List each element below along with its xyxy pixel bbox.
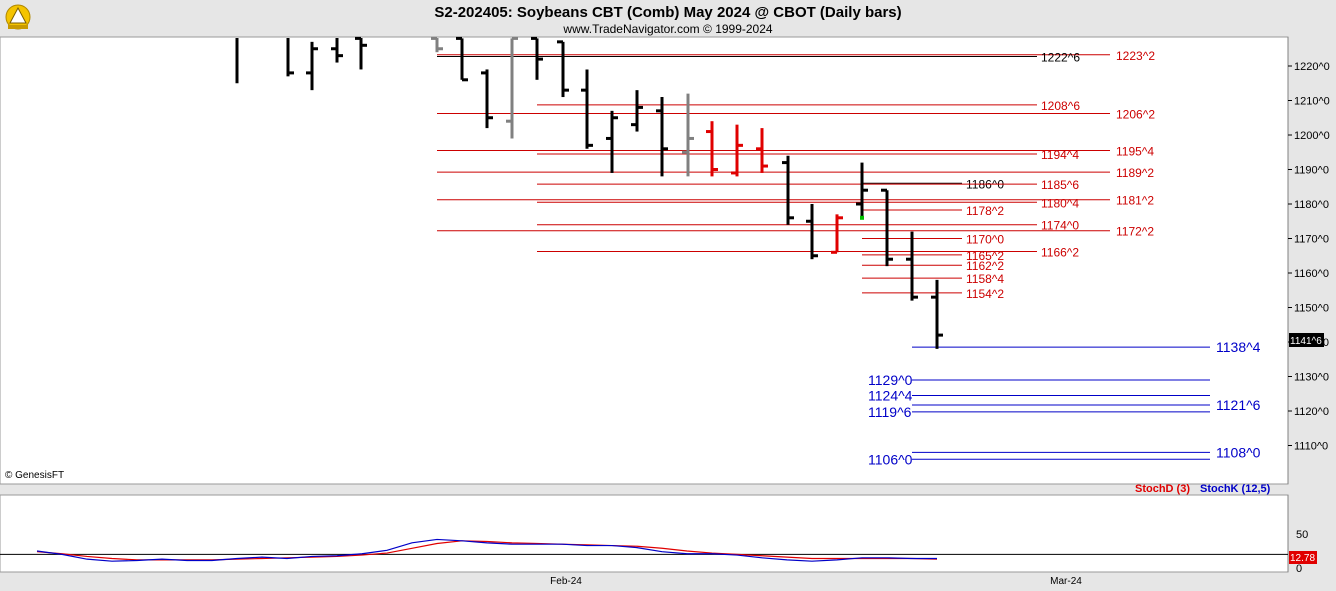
ohlc-bar	[306, 41, 318, 91]
price-tick-label: 1160^0	[1294, 268, 1329, 280]
x-label-mar: Mar-24	[1050, 576, 1082, 587]
price-tick-label: 1180^0	[1294, 199, 1329, 211]
ohlc-bar	[906, 231, 918, 301]
level-label: 1158^4	[966, 272, 1004, 286]
level-label: 1124^4	[868, 387, 913, 403]
ohlc-bar	[506, 36, 518, 139]
ohlc-bar	[756, 128, 768, 173]
ohlc-bar	[557, 40, 569, 98]
level-label: 1223^2	[1116, 49, 1155, 63]
stochastic-lines	[0, 538, 1288, 562]
price-axis-ticks: 1110^01120^01130^01140^01150^01160^01170…	[1288, 61, 1330, 453]
ohlc-bar	[531, 36, 543, 80]
price-tick-label: 1120^0	[1294, 406, 1329, 418]
level-label: 1206^2	[1116, 107, 1155, 121]
stochd-legend: StochD (3)	[1135, 483, 1190, 495]
price-tick-label: 1150^0	[1294, 303, 1329, 315]
stochk-legend: StochK (12,5)	[1200, 483, 1271, 495]
level-label: 1178^2	[966, 204, 1004, 218]
copyright-label: © GenesisFT	[5, 470, 64, 481]
indicator-panel	[0, 494, 1289, 573]
signal-marker	[860, 215, 864, 220]
ohlc-bar	[656, 97, 668, 177]
level-label: 1106^0	[868, 451, 913, 467]
ohlc-bar	[631, 90, 643, 132]
price-tick-label: 1110^0	[1294, 441, 1328, 453]
ohlc-bar	[731, 124, 743, 177]
level-label: 1129^0	[868, 372, 913, 388]
stoch-value-tag: 12.78	[1289, 551, 1317, 564]
level-label: 1154^2	[966, 287, 1004, 301]
level-label: 1174^0	[1041, 219, 1079, 233]
ohlc-bar	[606, 110, 618, 173]
price-tick-label: 1130^0	[1294, 372, 1329, 384]
ohlc-bar	[481, 69, 493, 129]
stoch-series-line	[36, 540, 938, 561]
level-label: 1119^6	[868, 404, 912, 420]
level-label: 1166^2	[1041, 245, 1079, 259]
level-label: 1165^2	[966, 249, 1004, 263]
ohlc-bar	[881, 188, 893, 267]
stoch-tick-label: 50	[1296, 529, 1308, 541]
indicator-axis-ticks: 50 0	[1296, 529, 1308, 575]
price-panel	[0, 36, 1289, 485]
level-label: 1181^2	[1116, 194, 1154, 208]
level-label: 1108^0	[1216, 444, 1261, 460]
level-label: 1162^2	[966, 259, 1004, 273]
ohlc-bar	[331, 38, 343, 63]
ohlc-bar	[431, 36, 443, 53]
price-tick-label: 1200^0	[1294, 130, 1330, 142]
price-tick-label: 1220^0	[1294, 61, 1330, 73]
level-label: 1189^2	[1116, 166, 1154, 180]
last-price-tag: 1141^6	[1289, 333, 1324, 347]
price-tick-label: 1210^0	[1294, 96, 1330, 108]
level-label: 1180^4	[1041, 196, 1079, 210]
price-tick-label: 1190^0	[1294, 165, 1329, 177]
ohlc-bar	[682, 93, 694, 177]
level-label: 1121^6	[1216, 397, 1261, 413]
level-label: 1185^6	[1041, 178, 1079, 192]
last-price-label: 1141^6	[1290, 336, 1322, 347]
stoch-series-line	[36, 538, 937, 562]
ohlc-bar	[831, 214, 843, 254]
trade-navigator-logo-icon	[5, 4, 31, 30]
x-label-feb: Feb-24	[550, 576, 582, 587]
ohlc-bar	[931, 279, 943, 349]
ohlc-bar	[286, 38, 294, 77]
ohlc-bar	[355, 36, 367, 70]
ohlc-bar	[706, 121, 718, 177]
ohlc-bars	[235, 36, 943, 349]
level-label: 1172^2	[1116, 225, 1154, 239]
ohlc-bar	[782, 155, 794, 225]
level-label: 1208^6	[1041, 99, 1080, 113]
ohlc-bar	[856, 162, 868, 218]
price-tick-label: 1170^0	[1294, 234, 1329, 246]
level-label: 1195^4	[1116, 145, 1154, 159]
ohlc-bar	[806, 204, 818, 260]
stoch-value-label: 12.78	[1290, 553, 1315, 564]
ohlc-bar	[581, 69, 593, 149]
level-label: 1138^4	[1216, 339, 1261, 355]
level-label: 1222^6	[1041, 51, 1080, 65]
chart-subtitle: www.TradeNavigator.com © 1999-2024	[562, 22, 772, 36]
header-bar	[0, 0, 1336, 37]
level-lines: 1223^2 1222^6 1208^6 1206^2 1195^4 1194^4 1189…	[437, 49, 1261, 467]
price-axis	[1288, 37, 1336, 484]
chart-title: S2-202405: Soybeans CBT (Comb) May 2024 …	[434, 4, 901, 21]
level-label: 1170^0	[966, 233, 1004, 247]
level-label: 1194^4	[1041, 148, 1079, 162]
ohlc-bar	[456, 36, 468, 82]
stoch-tick-label: 0	[1296, 563, 1302, 575]
